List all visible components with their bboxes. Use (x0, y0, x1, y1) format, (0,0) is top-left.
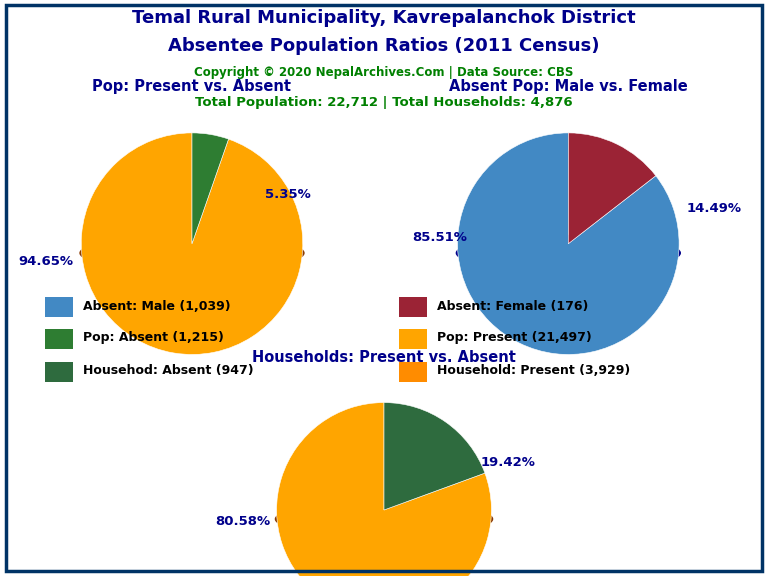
Text: 14.49%: 14.49% (687, 202, 742, 215)
Bar (399, 362, 427, 382)
Wedge shape (384, 403, 485, 510)
Bar (399, 297, 427, 317)
Text: 85.51%: 85.51% (412, 232, 468, 244)
Wedge shape (458, 133, 679, 354)
Bar (45, 328, 73, 349)
Wedge shape (192, 133, 229, 244)
Text: 80.58%: 80.58% (215, 515, 270, 528)
Ellipse shape (456, 236, 680, 271)
Ellipse shape (276, 502, 492, 536)
Text: Pop: Absent (1,215): Pop: Absent (1,215) (83, 331, 224, 344)
Text: Pop: Present (21,497): Pop: Present (21,497) (437, 331, 592, 344)
Wedge shape (276, 403, 492, 576)
Text: 94.65%: 94.65% (18, 255, 74, 268)
Text: 5.35%: 5.35% (265, 188, 310, 201)
Ellipse shape (80, 236, 304, 271)
Text: Househod: Absent (947): Househod: Absent (947) (83, 365, 253, 377)
Title: Pop: Present vs. Absent: Pop: Present vs. Absent (92, 79, 292, 94)
Bar (45, 362, 73, 382)
Text: Copyright © 2020 NepalArchives.Com | Data Source: CBS: Copyright © 2020 NepalArchives.Com | Dat… (194, 66, 574, 79)
Text: Temal Rural Municipality, Kavrepalanchok District: Temal Rural Municipality, Kavrepalanchok… (132, 9, 636, 26)
Title: Absent Pop: Male vs. Female: Absent Pop: Male vs. Female (449, 79, 687, 94)
Text: 19.42%: 19.42% (481, 456, 536, 469)
Title: Households: Present vs. Absent: Households: Present vs. Absent (252, 350, 516, 365)
Text: Absent: Female (176): Absent: Female (176) (437, 300, 588, 313)
Bar (399, 328, 427, 349)
Text: Total Population: 22,712 | Total Households: 4,876: Total Population: 22,712 | Total Househo… (195, 96, 573, 109)
Bar (45, 297, 73, 317)
Text: Absentee Population Ratios (2011 Census): Absentee Population Ratios (2011 Census) (168, 37, 600, 55)
Wedge shape (81, 133, 303, 354)
Wedge shape (568, 133, 656, 244)
Text: Household: Present (3,929): Household: Present (3,929) (437, 365, 631, 377)
Text: Absent: Male (1,039): Absent: Male (1,039) (83, 300, 231, 313)
